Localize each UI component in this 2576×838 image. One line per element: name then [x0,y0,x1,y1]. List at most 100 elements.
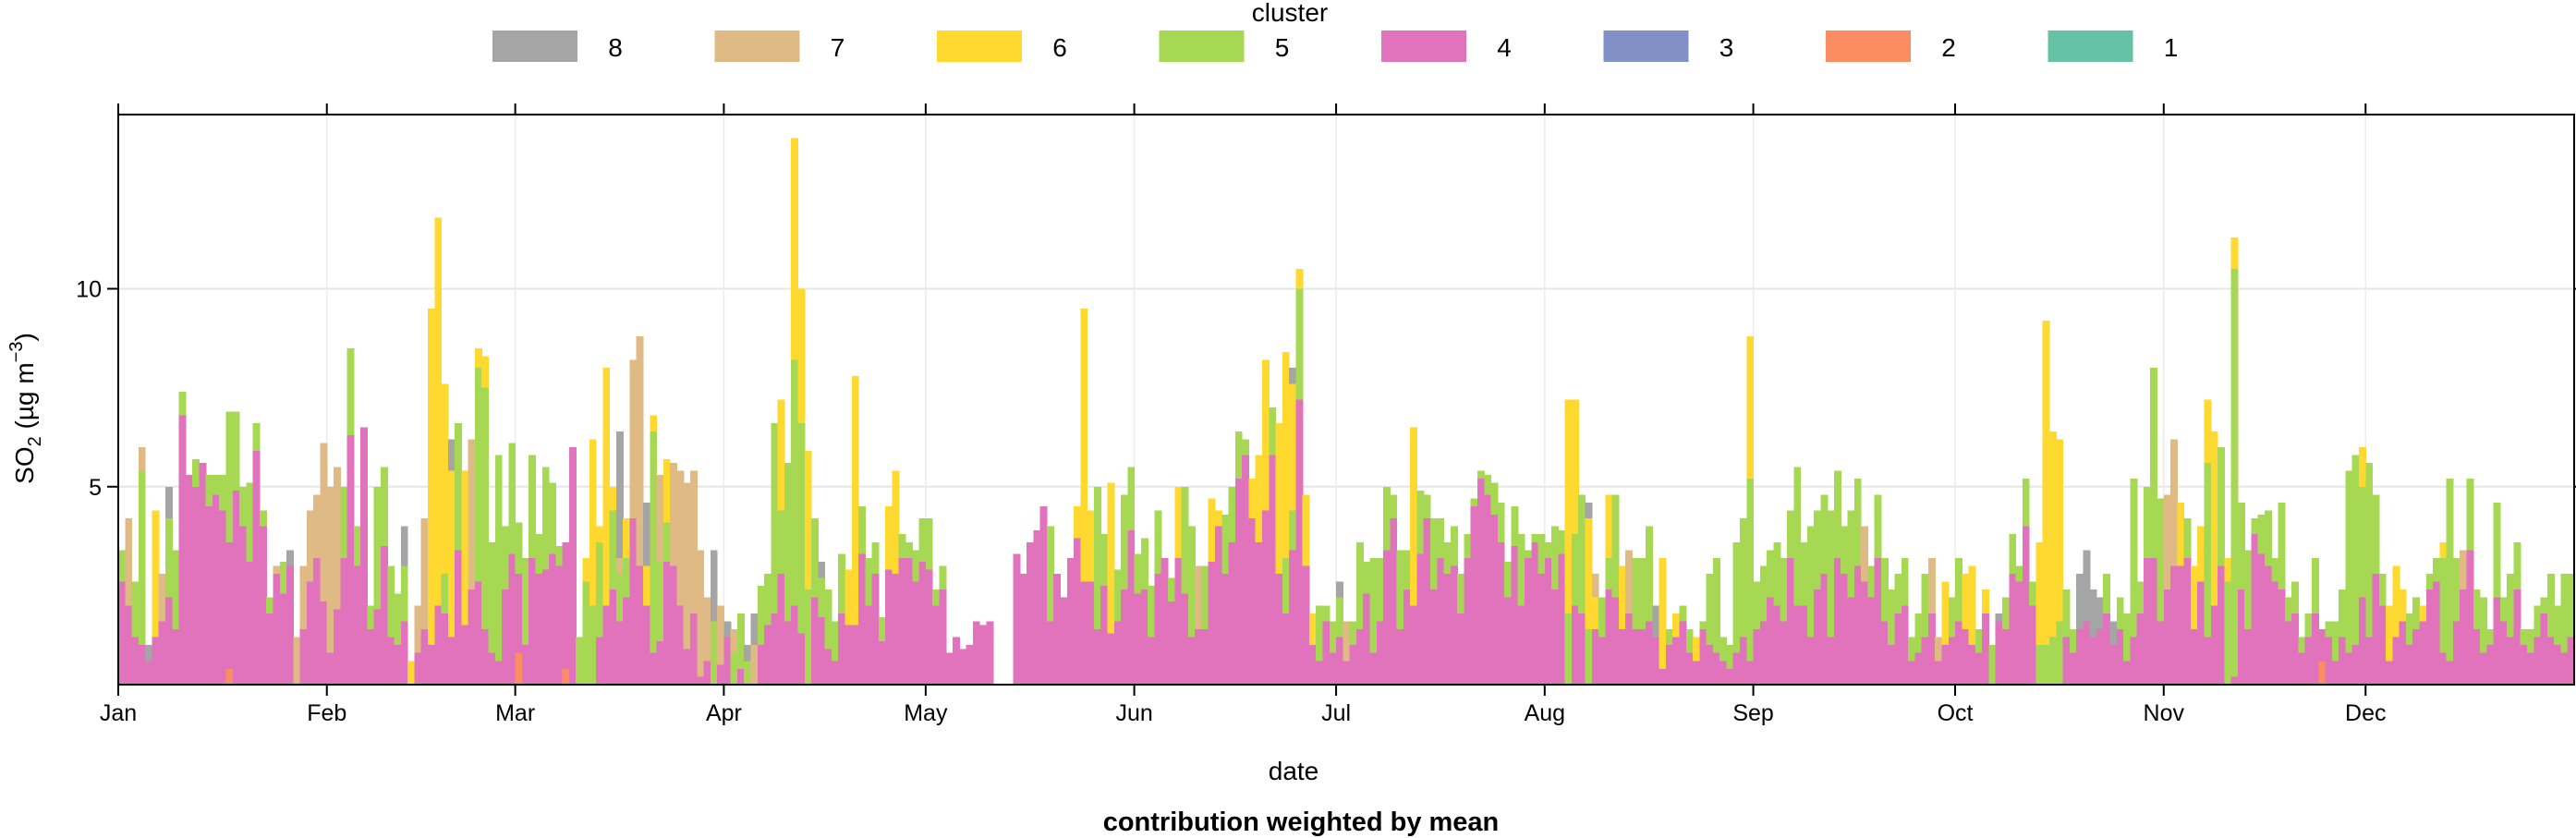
bar-segment-cluster-4 [972,621,980,685]
bar-segment-cluster-5 [1349,621,1357,646]
x-tick-label-apr: Apr [706,700,742,726]
bar-segment-cluster-4 [252,451,261,685]
bar-segment-cluster-4 [1767,597,1775,685]
bar-segment-cluster-5 [2157,498,2165,622]
bar-segment-cluster-4 [1214,526,1222,685]
bar-segment-cluster-5 [1093,486,1101,630]
x-tick-label-sep: Sep [1732,700,1773,726]
bar-segment-cluster-8 [1289,368,1296,384]
bar-segment-cluster-5 [2143,486,2151,558]
bar-segment-cluster-5 [582,581,590,685]
bar-segment-cluster-4 [1046,621,1054,685]
bar-segment-cluster-5 [912,550,920,582]
bar-segment-cluster-5 [494,455,503,662]
legend-swatch-8 [492,30,577,62]
bar-segment-cluster-7 [615,557,624,575]
bar-segment-cluster-7 [158,574,166,622]
bar-segment-cluster-7 [420,518,429,630]
bar-segment-cluster-7 [697,550,705,677]
bar-segment-cluster-4 [629,518,638,685]
bar-segment-cluster-5 [2480,597,2487,653]
bar-segment-cluster-4 [1484,494,1492,685]
bar-segment-cluster-6 [2190,565,2198,630]
bar-segment-cluster-4 [771,613,779,685]
bar-segment-cluster-4 [2265,565,2272,685]
bar-segment-cluster-4 [1759,621,1768,685]
bar-segment-cluster-4 [1013,553,1021,685]
bar-segment-cluster-4 [1598,637,1606,685]
bar-segment-cluster-5 [353,526,361,566]
bar-segment-cluster-5 [2325,621,2333,638]
x-axis-label: date [1269,757,1319,785]
bar-segment-cluster-8 [643,502,650,566]
bar-segment-cluster-5 [2136,581,2145,613]
y-label-sub: 2 [25,436,45,446]
bar-segment-cluster-4 [353,565,361,685]
bar-segment-cluster-4 [932,605,941,685]
bar-segment-cluster-5 [1511,506,1519,547]
bar-segment-cluster-7 [730,629,738,653]
bar-segment-cluster-4 [320,601,328,685]
bar-segment-cluster-5 [2507,574,2515,638]
bar-segment-cluster-4 [1625,613,1634,685]
bar-segment-cluster-5 [736,613,745,669]
bar-segment-cluster-5 [1201,565,1209,630]
bar-segment-cluster-2 [2318,661,2327,685]
legend-label-2: 2 [1941,33,1956,62]
bar-segment-cluster-6 [2048,431,2057,638]
bar-segment-cluster-5 [2257,514,2266,554]
bar-segment-cluster-5 [1430,518,1438,590]
bar-segment-cluster-4 [2183,557,2192,685]
bar-segment-cluster-4 [555,565,564,685]
bar-segment-cluster-5 [1282,557,1290,613]
bar-segment-cluster-5 [1242,439,1250,455]
bar-segment-cluster-6 [1941,581,1950,646]
bar-segment-cluster-4 [1174,557,1183,685]
bar-segment-cluster-5 [2520,629,2528,646]
bar-segment-cluster-5 [138,470,146,646]
bar-segment-cluster-4 [2210,605,2218,685]
bar-segment-cluster-5 [2062,589,2071,638]
x-tick-label-jun: Jun [1115,700,1152,726]
bar-segment-cluster-4 [905,557,913,685]
bar-segment-cluster-5 [1685,629,1694,653]
bar-segment-cluster-4 [1740,637,1747,685]
bar-segment-cluster-5 [178,391,187,416]
bar-segment-cluster-4 [1861,581,1868,685]
bar-segment-cluster-4 [797,633,806,685]
bar-segment-cluster-4 [1248,518,1257,685]
bar-segment-cluster-5 [2433,557,2440,582]
bar-segment-cluster-6 [623,518,631,558]
bar-segment-cluster-2 [562,668,570,685]
bar-segment-cluster-6 [1248,479,1257,519]
y-label-close: ) [10,333,39,341]
bar-segment-cluster-5 [2486,629,2495,646]
bar-segment-cluster-6 [1571,399,1579,535]
bar-segment-cluster-5 [1531,534,1539,542]
bar-segment-cluster-4 [986,621,994,685]
bar-segment-cluster-4 [286,565,294,685]
bar-segment-cluster-7 [1195,565,1203,630]
bar-segment-cluster-7 [2170,439,2178,566]
bar-segment-cluster-6 [582,557,590,582]
bar-segment-cluster-7 [326,486,334,653]
bar-segment-cluster-4 [2244,629,2253,685]
bar-segment-cluster-4 [1793,605,1802,685]
bar-segment-cluster-5 [1806,526,1815,638]
bar-segment-cluster-5 [279,562,287,594]
bar-segment-cluster-4 [1786,557,1794,685]
bar-segment-cluster-4 [1208,562,1216,685]
bar-segment-cluster-6 [1982,589,1990,613]
bar-segment-cluster-5 [2298,637,2306,653]
bar-segment-cluster-5 [1740,518,1747,638]
bar-segment-cluster-5 [2339,589,2347,638]
bar-segment-cluster-5 [1336,597,1343,638]
bar-segment-cluster-5 [838,553,846,613]
bar-segment-cluster-5 [1390,494,1398,519]
bar-segment-cluster-4 [2405,645,2413,685]
bar-segment-cluster-5 [1383,486,1391,551]
bar-segment-cluster-5 [1551,526,1559,590]
bar-segment-cluster-5 [2244,550,2253,630]
bar-segment-cluster-6 [851,375,859,625]
